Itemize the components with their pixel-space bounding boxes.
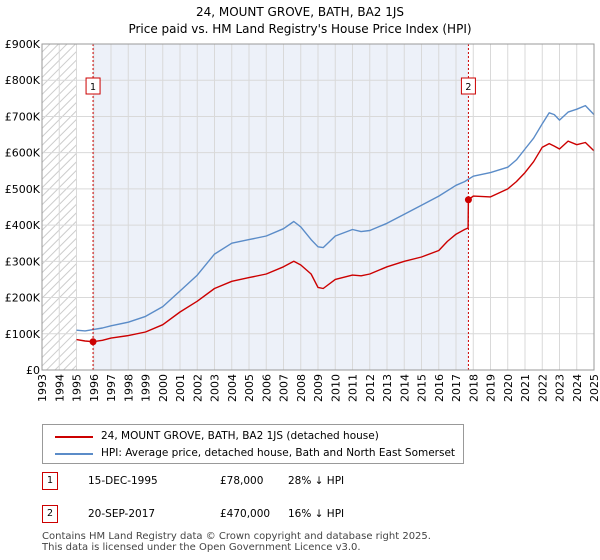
sale-price: £78,000 xyxy=(220,475,264,487)
legend-swatch-hpi xyxy=(55,453,93,455)
y-tick-label: £200K xyxy=(5,292,41,305)
y-tick-label: £800K xyxy=(5,74,41,87)
x-tick-label: 2011 xyxy=(347,374,360,402)
x-tick-label: 1999 xyxy=(140,374,153,402)
x-tick-label: 1997 xyxy=(105,374,118,402)
x-tick-label: 2016 xyxy=(433,374,446,402)
x-tick-label: 2013 xyxy=(381,374,394,402)
sale-date: 20-SEP-2017 xyxy=(88,508,156,520)
sale-marker-label: 1 xyxy=(90,82,96,93)
sale-marker-badge: 1 xyxy=(42,472,58,490)
x-tick-label: 2006 xyxy=(260,374,273,402)
x-tick-label: 1995 xyxy=(71,374,84,402)
y-tick-label: £0 xyxy=(26,364,40,377)
sale-point xyxy=(89,338,97,346)
footer-attribution: Contains HM Land Registry data © Crown c… xyxy=(42,531,562,553)
legend-swatch-property xyxy=(55,436,93,438)
x-tick-label: 2015 xyxy=(416,374,429,402)
x-tick-label: 1994 xyxy=(53,374,66,402)
x-tick-label: 2009 xyxy=(312,374,325,402)
x-tick-label: 2018 xyxy=(467,374,480,402)
x-tick-label: 2001 xyxy=(174,374,187,402)
x-tick-label: 2007 xyxy=(278,374,291,402)
sale-price: £470,000 xyxy=(220,508,271,520)
sale-date: 15-DEC-1995 xyxy=(88,475,158,487)
x-tick-label: 2008 xyxy=(295,374,308,402)
sale-marker-label: 2 xyxy=(465,82,471,93)
chart-title: 24, MOUNT GROVE, BATH, BA2 1JS xyxy=(196,5,404,19)
x-tick-label: 1993 xyxy=(36,374,49,402)
x-tick-label: 2024 xyxy=(571,374,584,402)
y-tick-label: £900K xyxy=(5,38,41,51)
sale-marker-box xyxy=(85,77,101,95)
x-tick-label: 2002 xyxy=(191,374,204,402)
series-line-hpi xyxy=(76,104,595,332)
y-tick-label: £300K xyxy=(5,255,41,268)
x-tick-label: 2005 xyxy=(243,374,256,402)
plot-frame xyxy=(41,43,595,371)
x-tick-label: 2017 xyxy=(450,374,463,402)
legend: 24, MOUNT GROVE, BATH, BA2 1JS (detached… xyxy=(42,424,464,464)
x-tick-label: 2022 xyxy=(536,374,549,402)
x-tick-label: 2010 xyxy=(329,374,342,402)
sale-hpi-diff: 16% ↓ HPI xyxy=(288,508,345,520)
x-tick-label: 2020 xyxy=(502,374,515,402)
x-tick-label: 2004 xyxy=(226,374,239,402)
footer-line-2: This data is licensed under the Open Gov… xyxy=(42,542,361,553)
sale-marker-box xyxy=(460,77,476,95)
legend-label-property: 24, MOUNT GROVE, BATH, BA2 1JS (detached… xyxy=(101,430,379,442)
series-line-property xyxy=(76,140,595,343)
y-tick-label: £400K xyxy=(5,219,41,232)
y-tick-label: £700K xyxy=(5,110,41,123)
y-tick-label: £600K xyxy=(5,147,41,160)
x-tick-label: 2021 xyxy=(519,374,532,402)
x-tick-label: 2012 xyxy=(364,374,377,402)
y-tick-label: £500K xyxy=(5,183,41,196)
x-tick-label: 2003 xyxy=(209,374,222,402)
x-tick-label: 2019 xyxy=(485,374,498,402)
x-tick-label: 2000 xyxy=(157,374,170,402)
sale-hpi-diff: 28% ↓ HPI xyxy=(288,475,345,487)
sale-marker-badge: 2 xyxy=(42,505,58,523)
legend-label-hpi: HPI: Average price, detached house, Bath… xyxy=(101,447,456,459)
x-tick-label: 2023 xyxy=(554,374,567,402)
x-tick-label: 2025 xyxy=(588,374,600,402)
ownership-shade xyxy=(93,44,469,370)
chart-subtitle: Price paid vs. HM Land Registry's House … xyxy=(128,22,471,36)
y-tick-label: £100K xyxy=(5,328,41,341)
footer-line-1: Contains HM Land Registry data © Crown c… xyxy=(42,531,431,542)
sale-point xyxy=(464,196,472,204)
x-tick-label: 1996 xyxy=(88,374,101,402)
price-chart: 24, MOUNT GROVE, BATH, BA2 1JS Price pai… xyxy=(5,5,600,402)
x-tick-label: 1998 xyxy=(122,374,135,402)
x-tick-label: 2014 xyxy=(398,374,411,402)
